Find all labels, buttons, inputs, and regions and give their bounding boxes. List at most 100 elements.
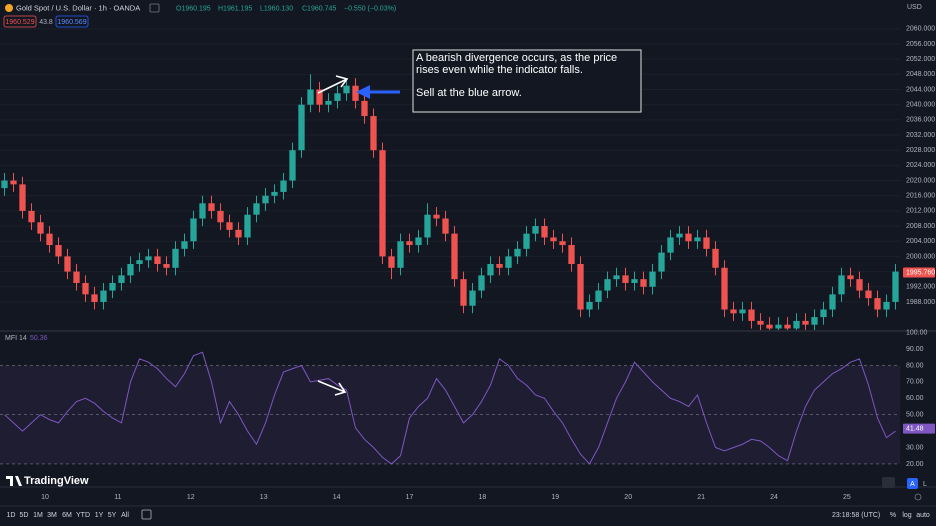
log-button[interactable]: L (923, 481, 927, 488)
x-tick-label: 12 (187, 494, 195, 501)
candle-body (154, 256, 161, 264)
x-tick-label: 25 (843, 494, 851, 501)
branding[interactable]: TradingView (24, 475, 89, 487)
candle-body (712, 248, 719, 268)
candle-body (10, 180, 17, 185)
x-tick-label: 21 (697, 494, 705, 501)
range-button[interactable]: 3M (47, 512, 57, 519)
x-tick-label: 20 (624, 494, 632, 501)
candle-body (370, 116, 377, 151)
y-tick-label: 2000.000 (906, 253, 935, 260)
range-button[interactable]: 5D (20, 512, 29, 519)
candle-body (496, 264, 503, 268)
candle-body (55, 245, 62, 257)
symbol: Gold Spot / U.S. Dollar · 1h · OANDA (16, 3, 140, 12)
auto-button[interactable]: A (910, 481, 915, 488)
candle-body (838, 275, 845, 295)
currency[interactable]: USD (907, 4, 922, 11)
mfi-value: 50.36 (30, 335, 48, 342)
auto-button-bg[interactable] (907, 478, 918, 489)
arrow-head (335, 75, 349, 88)
candle-body (811, 317, 818, 325)
bid-chip[interactable] (3, 15, 37, 28)
candle-body (271, 191, 278, 196)
candle-body (469, 290, 476, 306)
candle-body (361, 100, 368, 117)
candle-body (235, 229, 242, 238)
range-button[interactable]: 1M (33, 512, 43, 519)
candle-body (217, 210, 224, 223)
x-tick-label: 18 (479, 494, 487, 501)
range-button[interactable]: 1Y (95, 512, 104, 519)
toolbar: 1D 5D 1M 3M 6M YTD 1Y 5Y All 23:18:58 (UTC)% log au… (7, 512, 930, 519)
ohlc-item: −0.550 (−0.03%) (344, 5, 396, 12)
candle-body (730, 309, 737, 314)
candle-body (451, 233, 458, 280)
range-button[interactable]: 5Y (108, 512, 117, 519)
y-tick-label: 20.00 (906, 461, 924, 468)
candle-body (523, 233, 530, 249)
candle-body (199, 203, 206, 219)
scale-option[interactable]: auto (916, 512, 930, 519)
y-tick-label: 2036.000 (906, 117, 935, 124)
candle-body (829, 294, 836, 310)
annotation-note: Sell at the blue arrow. (416, 87, 522, 99)
price-pane (1, 74, 899, 330)
candle-body (289, 150, 296, 181)
bid[interactable]: 1960.529 (5, 19, 34, 26)
scroll-button[interactable] (882, 477, 895, 488)
candle-body (280, 180, 287, 192)
candle-body (82, 282, 89, 295)
mfi-title: MFI 14 (5, 335, 27, 342)
candle-body (433, 214, 440, 219)
last-value-label: 41.48 (906, 426, 924, 433)
candle-body (172, 248, 179, 268)
candle-body (352, 85, 359, 101)
candle-body (442, 218, 449, 234)
settings-icon[interactable] (149, 3, 160, 13)
candle-body (766, 324, 773, 329)
candle-body (244, 214, 251, 238)
candle-body (820, 309, 827, 318)
y-tick-label: 30.00 (906, 444, 924, 451)
candle-body (874, 298, 881, 310)
candle-body (181, 241, 188, 249)
candle-body (676, 233, 683, 238)
y-tick-label: 2040.000 (906, 102, 935, 109)
candle-body (91, 294, 98, 302)
candle-body (631, 279, 638, 283)
range-button[interactable]: 1D (7, 512, 16, 519)
ask[interactable]: 1960.569 (57, 19, 86, 26)
date-range-icon[interactable] (141, 509, 152, 520)
settings-button[interactable] (914, 493, 922, 501)
arrow-shaft (317, 380, 346, 393)
scale-option[interactable]: log (902, 512, 911, 519)
candle-body (298, 104, 305, 151)
candle-body (532, 226, 539, 234)
candle-body (262, 195, 269, 204)
y-tick-label: 2012.000 (906, 208, 935, 215)
annotation-line: rises even while the indicator falls. (416, 64, 583, 76)
candle-body (208, 203, 215, 211)
range-button[interactable]: All (121, 512, 129, 519)
candle-body (739, 309, 746, 314)
price-arrow (317, 75, 349, 94)
range-button[interactable]: 6M (62, 512, 72, 519)
candle-body (127, 264, 134, 276)
last-value-tag (903, 423, 935, 434)
ask-chip[interactable] (55, 15, 89, 28)
scale-option[interactable]: % (890, 512, 896, 519)
candle-body (1, 180, 8, 189)
range-button[interactable]: YTD (76, 512, 90, 519)
x-tick-label: 17 (406, 494, 414, 501)
candle-body (757, 320, 764, 325)
candle-body (586, 301, 593, 310)
candle-body (613, 275, 620, 280)
candle-body (253, 203, 260, 215)
y-tick-label: 1988.000 (906, 299, 935, 306)
ohlc-item: H1961.195 (218, 5, 252, 12)
candle-body (559, 241, 566, 246)
candle-body (46, 233, 53, 246)
candle-body (163, 264, 170, 268)
candle-body (388, 256, 395, 268)
